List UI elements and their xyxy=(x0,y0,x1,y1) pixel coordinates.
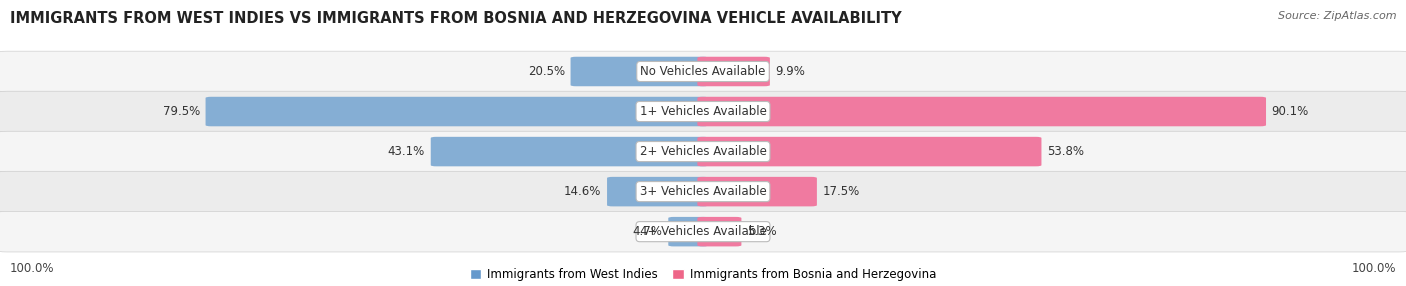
FancyBboxPatch shape xyxy=(0,51,1406,92)
Text: No Vehicles Available: No Vehicles Available xyxy=(640,65,766,78)
FancyBboxPatch shape xyxy=(0,171,1406,212)
FancyBboxPatch shape xyxy=(0,91,1406,132)
Text: 9.9%: 9.9% xyxy=(776,65,806,78)
FancyBboxPatch shape xyxy=(697,97,1265,126)
Text: 5.3%: 5.3% xyxy=(747,225,776,238)
FancyBboxPatch shape xyxy=(0,211,1406,252)
Text: 100.0%: 100.0% xyxy=(1351,262,1396,275)
FancyBboxPatch shape xyxy=(205,97,709,126)
Text: 1+ Vehicles Available: 1+ Vehicles Available xyxy=(640,105,766,118)
Text: 100.0%: 100.0% xyxy=(10,262,55,275)
FancyBboxPatch shape xyxy=(430,137,709,166)
FancyBboxPatch shape xyxy=(571,57,709,86)
Text: 43.1%: 43.1% xyxy=(388,145,425,158)
Text: 20.5%: 20.5% xyxy=(527,65,565,78)
Text: 4+ Vehicles Available: 4+ Vehicles Available xyxy=(640,225,766,238)
Text: 90.1%: 90.1% xyxy=(1271,105,1309,118)
FancyBboxPatch shape xyxy=(697,177,817,206)
FancyBboxPatch shape xyxy=(0,131,1406,172)
FancyBboxPatch shape xyxy=(668,217,709,247)
Text: 2+ Vehicles Available: 2+ Vehicles Available xyxy=(640,145,766,158)
FancyBboxPatch shape xyxy=(697,217,741,247)
FancyBboxPatch shape xyxy=(607,177,709,206)
Text: 79.5%: 79.5% xyxy=(163,105,200,118)
Text: IMMIGRANTS FROM WEST INDIES VS IMMIGRANTS FROM BOSNIA AND HERZEGOVINA VEHICLE AV: IMMIGRANTS FROM WEST INDIES VS IMMIGRANT… xyxy=(10,11,901,26)
Legend: Immigrants from West Indies, Immigrants from Bosnia and Herzegovina: Immigrants from West Indies, Immigrants … xyxy=(465,263,941,286)
FancyBboxPatch shape xyxy=(697,137,1042,166)
Text: 3+ Vehicles Available: 3+ Vehicles Available xyxy=(640,185,766,198)
Text: 14.6%: 14.6% xyxy=(564,185,602,198)
Text: Source: ZipAtlas.com: Source: ZipAtlas.com xyxy=(1278,11,1396,21)
FancyBboxPatch shape xyxy=(697,57,770,86)
Text: 4.7%: 4.7% xyxy=(633,225,662,238)
Text: 17.5%: 17.5% xyxy=(823,185,859,198)
Text: 53.8%: 53.8% xyxy=(1047,145,1084,158)
